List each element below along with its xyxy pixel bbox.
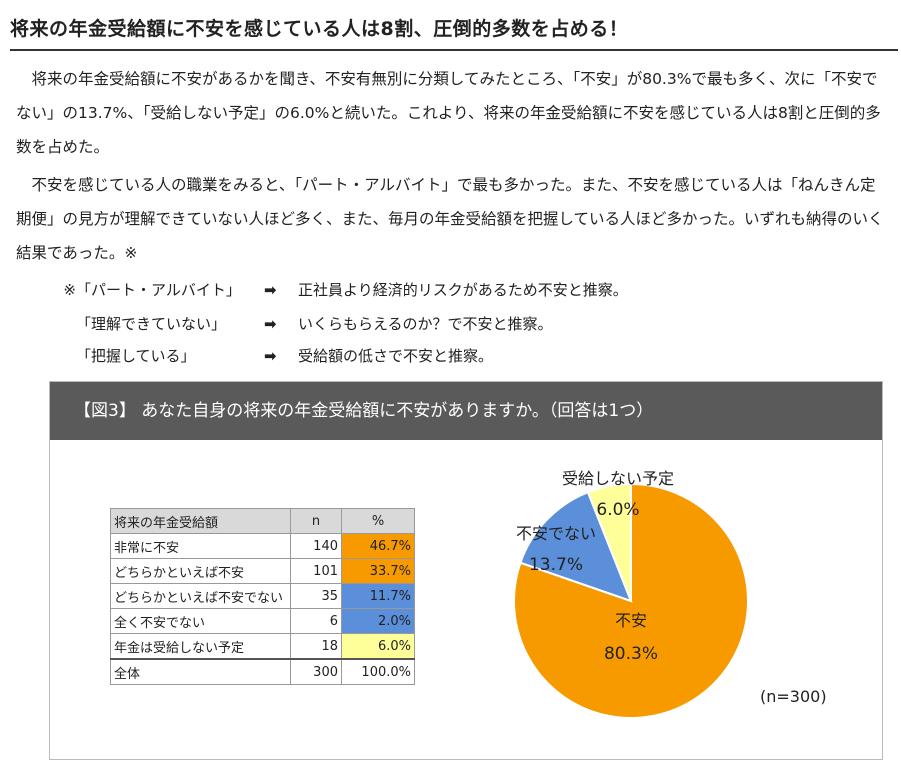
table-header: 将来の年金受給額 — [110, 508, 291, 534]
table-cell-label: どちらかといえば不安 — [110, 558, 291, 584]
table-row: 非常に不安 140 46.7% — [110, 533, 415, 559]
table-cell-n: 35 — [290, 583, 342, 609]
table-row: 年金は受給しない予定 18 6.0% — [110, 633, 415, 660]
pie-slice — [519, 490, 633, 603]
table-body: 非常に不安 140 46.7% どちらかといえば不安 101 33.7% どちらかといえば不… — [110, 533, 415, 685]
table-row: どちらかといえば不安でない 35 11.7% — [110, 583, 415, 609]
note-label: 「理解できていない」 — [76, 315, 227, 333]
note-label: 「把握している」 — [76, 347, 196, 365]
table-row: 全く不安でない 6 2.0% — [110, 608, 415, 634]
arrow-right-icon: ➡ — [264, 315, 277, 333]
table-header: n — [290, 508, 342, 534]
note-text: いくらもらえるのか？で不安と推察。 — [298, 315, 553, 333]
paragraph-2: 不安を感じている人の職業をみると、「パート・アルバイト」で最も多かった。また、不… — [16, 176, 884, 262]
table-row: どちらかといえば不安 101 33.7% — [110, 558, 415, 584]
paragraph-1: 将来の年金受給額に不安があるかを聞き、不安有無別に分類してみたところ、「不安」が… — [16, 70, 881, 156]
data-table: 将来の年金受給額 n % 非常に不安 140 46.7% どちらかといえば不安 101 3… — [110, 508, 415, 685]
arrow-right-icon: ➡ — [264, 347, 277, 365]
table-cell-n: 18 — [290, 633, 342, 660]
figure-title: 【図3】 あなた自身の将来の年金受給額に不安がありますか。（回答は1つ） — [50, 382, 882, 440]
table-total-label: 全体 — [110, 658, 291, 685]
table-cell-n: 140 — [290, 533, 342, 559]
pie-slice-label: 不安でない — [516, 524, 596, 543]
table-header: % — [341, 508, 415, 534]
figure-3: 【図3】 あなた自身の将来の年金受給額に不安がありますか。（回答は1つ） 将来の… — [49, 381, 883, 760]
table-cell-n: 6 — [290, 608, 342, 634]
note-label: 「パート・アルバイト」 — [76, 281, 241, 299]
pie-value-label: 80.3% — [604, 644, 658, 664]
pie-slice — [586, 482, 632, 602]
table-cell-pct: 6.0% — [341, 633, 415, 660]
table-cell-pct: 2.0% — [341, 608, 415, 634]
table-cell-label: 全く不安でない — [110, 608, 291, 634]
page-headline: 将来の年金受給額に不安を感じている人は8割、圧倒的多数を占める！ — [10, 14, 898, 51]
note-text: 正社員より経済的リスクがあるため不安と推察。 — [298, 281, 628, 299]
note-mark: ※ — [63, 281, 76, 299]
note-row: 「把握している」 ➡ 受給額の低さで不安と推察。 — [54, 345, 493, 367]
arrow-right-icon: ➡ — [264, 281, 277, 299]
table-total-n: 300 — [290, 658, 342, 685]
table-header-row: 将来の年金受給額 n % — [110, 508, 415, 534]
note-text: 受給額の低さで不安と推察。 — [298, 347, 494, 365]
pie-slice-label: 受給しない予定 — [562, 469, 674, 488]
table-total-row: 全体 300 100.0% — [110, 658, 415, 685]
note-row: ※「パート・アルバイト」 ➡ 正社員より経済的リスクがあるため不安と推察。 — [54, 279, 628, 301]
pie-chart: 不安 80.3% 不安でない 13.7% 受給しない予定 6.0% — [513, 469, 749, 719]
table-cell-label: 年金は受給しない予定 — [110, 633, 291, 660]
table-cell-pct: 33.7% — [341, 558, 415, 584]
table-cell-pct: 46.7% — [341, 533, 415, 559]
sample-size-note: (n=300) — [760, 687, 827, 706]
pie-value-label: 13.7% — [529, 555, 583, 575]
note-row: 「理解できていない」 ➡ いくらもらえるのか？で不安と推察。 — [54, 313, 553, 335]
table-total-pct: 100.0% — [341, 658, 415, 685]
pie-slice-label: 不安 — [615, 611, 647, 630]
table-cell-pct: 11.7% — [341, 583, 415, 609]
pie-value-label: 6.0% — [596, 500, 639, 520]
